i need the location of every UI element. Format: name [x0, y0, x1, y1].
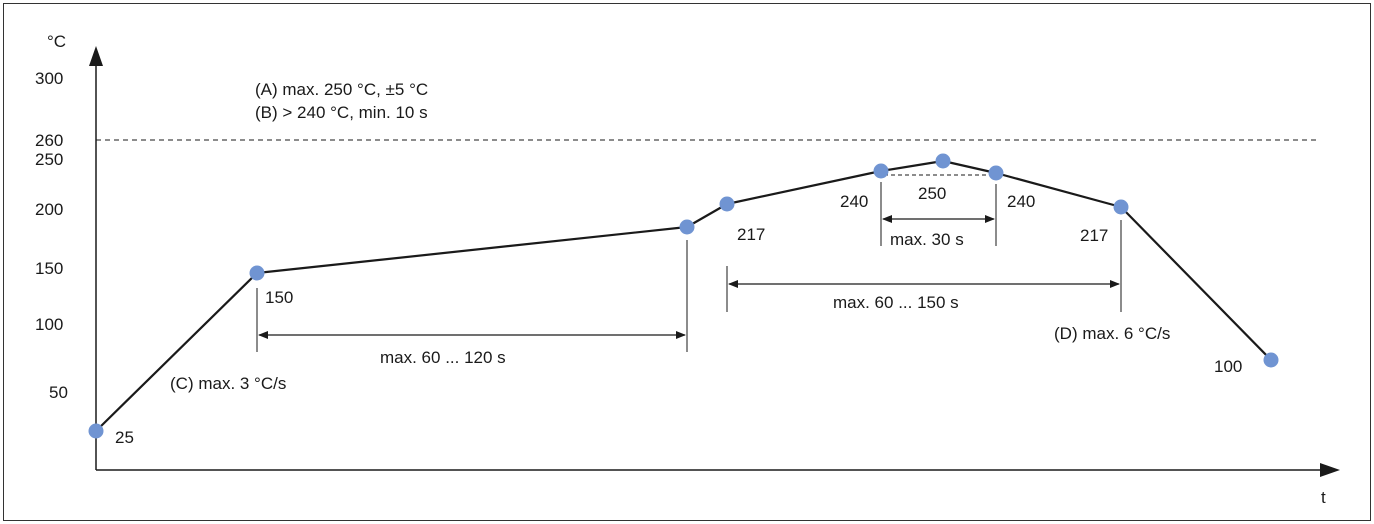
point-label-150: 150: [265, 288, 293, 307]
profile-point: [679, 219, 695, 235]
y-axis-unit: °C: [47, 32, 66, 51]
y-tick-label: 260: [35, 131, 63, 150]
x-axis-unit: t: [1321, 488, 1326, 507]
y-tick-label: 100: [35, 315, 63, 334]
y-tick-label: 150: [35, 259, 63, 278]
profile-point: [988, 165, 1004, 181]
profile-point: [1113, 199, 1129, 215]
point-label-250: 250: [918, 184, 946, 203]
preheat-interval-label: max. 60 ... 120 s: [380, 348, 506, 367]
x-axis-arrowhead: [1320, 463, 1340, 477]
peak-interval-label: max. 30 s: [890, 230, 964, 249]
profile-point: [873, 163, 889, 179]
interval-drop-lines: [256, 182, 1122, 352]
y-tick-label: 250: [35, 150, 63, 169]
y-tick-label: 300: [35, 69, 63, 88]
point-label-240-left: 240: [840, 192, 868, 211]
note-d: (D) max. 6 °C/s: [1054, 324, 1170, 343]
figure-border: [3, 3, 1371, 521]
profile-point: [719, 196, 735, 212]
above-217-interval-label: max. 60 ... 150 s: [833, 293, 959, 312]
note-b: (B) > 240 °C, min. 10 s: [255, 103, 428, 122]
profile-point: [249, 265, 265, 281]
point-label-25: 25: [115, 428, 134, 447]
note-a: (A) max. 250 °C, ±5 °C: [255, 80, 428, 99]
profile-point: [88, 423, 104, 439]
profile-points: [88, 153, 1279, 439]
y-tick-labels: 300 260 250 200 150 100 50: [35, 69, 68, 402]
y-axis-arrowhead: [89, 46, 103, 66]
profile-point: [935, 153, 951, 169]
y-tick-label: 50: [49, 383, 68, 402]
y-tick-label: 200: [35, 200, 63, 219]
point-label-240-right: 240: [1007, 192, 1035, 211]
profile-point: [1263, 352, 1279, 368]
note-c: (C) max. 3 °C/s: [170, 374, 286, 393]
point-label-217-rising: 217: [737, 225, 765, 244]
point-label-217-falling: 217: [1080, 226, 1108, 245]
point-label-100: 100: [1214, 357, 1242, 376]
